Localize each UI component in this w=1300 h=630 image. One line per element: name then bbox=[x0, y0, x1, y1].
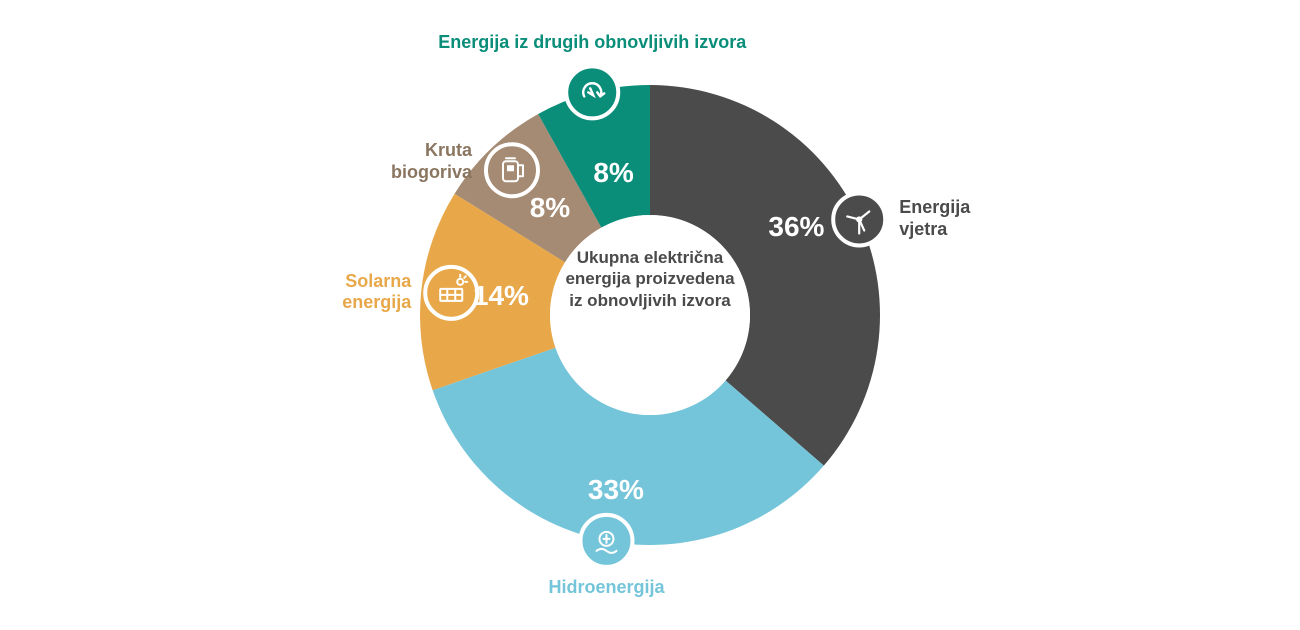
recycle-icon bbox=[566, 66, 618, 118]
pct-wind: 36% bbox=[766, 211, 826, 243]
donut-chart bbox=[0, 0, 1300, 630]
chart-stage: Ukupna električna energija proizvedena i… bbox=[0, 0, 1300, 630]
solar-icon bbox=[425, 267, 477, 319]
label-wind: Energija vjetra bbox=[899, 197, 1019, 240]
pct-solar: 14% bbox=[471, 280, 531, 312]
pct-hydro: 33% bbox=[586, 474, 646, 506]
wind-icon bbox=[833, 193, 885, 245]
label-biofuel: Kruta biogoriva bbox=[352, 140, 472, 183]
pct-other: 8% bbox=[584, 157, 644, 189]
pct-biofuel: 8% bbox=[520, 192, 580, 224]
center-label: Ukupna električna energija proizvedena i… bbox=[558, 247, 742, 311]
label-solar: Solarna energija bbox=[291, 271, 411, 314]
label-hydro: Hidroenergija bbox=[516, 577, 696, 599]
donut-hole bbox=[550, 215, 750, 415]
label-other: Energija iz drugih obnovljivih izvora bbox=[392, 32, 792, 54]
hydro-icon bbox=[580, 515, 632, 567]
biofuel-icon bbox=[486, 144, 538, 196]
